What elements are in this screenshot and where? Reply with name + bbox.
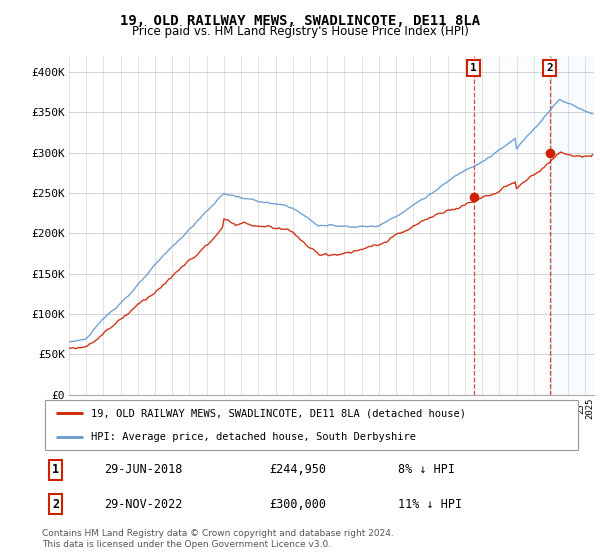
Bar xyxy=(550,56,594,395)
Bar xyxy=(473,56,550,395)
Text: £244,950: £244,950 xyxy=(269,463,326,476)
Text: 1: 1 xyxy=(52,463,59,476)
Text: 2: 2 xyxy=(52,497,59,511)
Text: 19, OLD RAILWAY MEWS, SWADLINCOTE, DE11 8LA: 19, OLD RAILWAY MEWS, SWADLINCOTE, DE11 … xyxy=(120,14,480,28)
FancyBboxPatch shape xyxy=(45,400,578,450)
Text: HPI: Average price, detached house, South Derbyshire: HPI: Average price, detached house, Sout… xyxy=(91,432,416,442)
Text: 29-JUN-2018: 29-JUN-2018 xyxy=(104,463,182,476)
Text: 8% ↓ HPI: 8% ↓ HPI xyxy=(398,463,455,476)
Text: 1: 1 xyxy=(470,63,477,73)
Text: Contains HM Land Registry data © Crown copyright and database right 2024.
This d: Contains HM Land Registry data © Crown c… xyxy=(42,529,394,549)
Text: 29-NOV-2022: 29-NOV-2022 xyxy=(104,497,182,511)
Text: 2: 2 xyxy=(546,63,553,73)
Text: 11% ↓ HPI: 11% ↓ HPI xyxy=(398,497,463,511)
Text: £300,000: £300,000 xyxy=(269,497,326,511)
Text: Price paid vs. HM Land Registry's House Price Index (HPI): Price paid vs. HM Land Registry's House … xyxy=(131,25,469,38)
Text: 19, OLD RAILWAY MEWS, SWADLINCOTE, DE11 8LA (detached house): 19, OLD RAILWAY MEWS, SWADLINCOTE, DE11 … xyxy=(91,408,466,418)
